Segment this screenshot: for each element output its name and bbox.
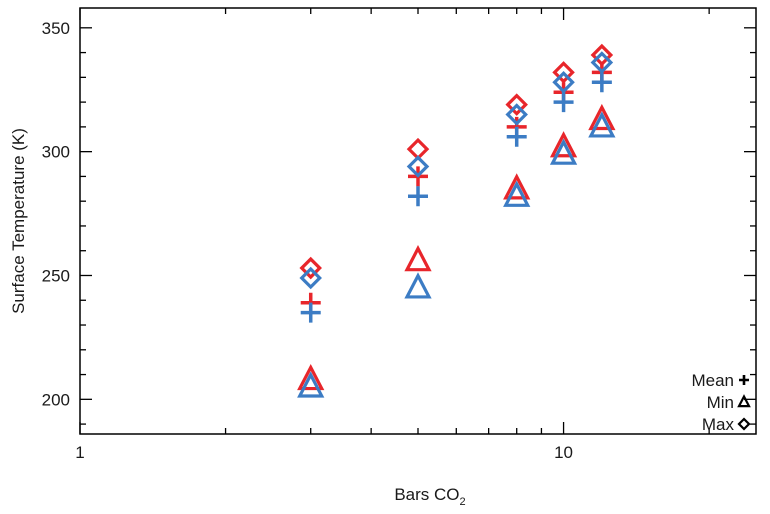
y-tick-label: 200 [42, 390, 70, 409]
mean-point [301, 303, 321, 323]
legend-triangle-icon [739, 397, 749, 407]
legend-plus-icon [739, 375, 749, 385]
mean-point [507, 127, 527, 147]
data-points [300, 46, 613, 396]
x-axis-title: Bars CO2 [394, 485, 465, 508]
axis-ticks [80, 8, 756, 434]
legend-label: Mean [691, 371, 734, 390]
legend-diamond-icon [739, 419, 749, 429]
legend-label: Max [702, 415, 735, 434]
plot-frame [80, 8, 756, 434]
mean-point [554, 92, 574, 112]
mean-point [592, 72, 612, 92]
min-point [407, 249, 429, 270]
y-axis-title: Surface Temperature (K) [9, 128, 28, 314]
mean-point [408, 186, 428, 206]
x-tick-label: 10 [554, 443, 573, 462]
y-tick-label: 300 [42, 143, 70, 162]
min-point [407, 276, 429, 297]
y-tick-label: 350 [42, 19, 70, 38]
x-tick-label: 1 [75, 443, 84, 462]
legend: Mean Min Max [691, 371, 749, 434]
legend-label: Min [707, 393, 734, 412]
y-tick-label: 250 [42, 266, 70, 285]
